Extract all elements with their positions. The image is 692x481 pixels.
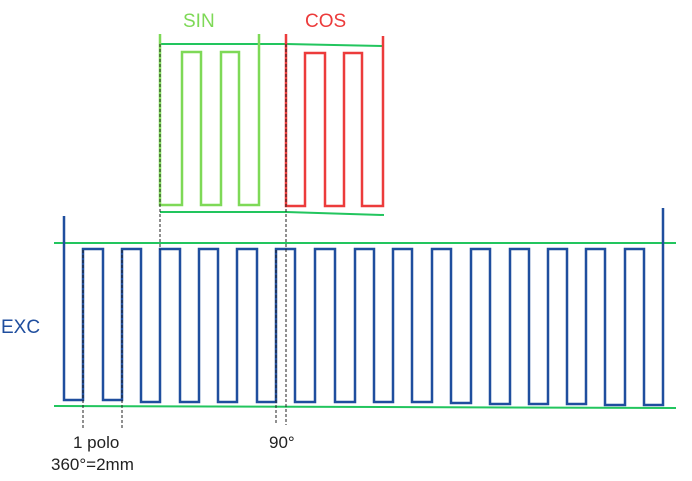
angle-label: 90° [269, 433, 295, 452]
cos-bottom-guide [285, 211, 385, 216]
exc-bottom-guide [53, 405, 677, 409]
cos-label: COS [305, 11, 346, 32]
sin-label: SIN [183, 11, 215, 32]
cos-square-wave [284, 34, 385, 208]
reference-lines [82, 44, 287, 430]
cos-top-guide [285, 43, 385, 47]
exc-label: EXC [1, 317, 40, 338]
pole-length-label: 360°=2mm [51, 455, 134, 474]
exc-square-wave [62, 208, 665, 407]
pole-label: 1 polo [73, 433, 119, 452]
exc-signal-group: EXC [1, 208, 677, 409]
cos-signal-group: COS [284, 11, 385, 216]
sin-square-wave [158, 34, 261, 207]
sin-signal-group: SIN [158, 11, 286, 213]
